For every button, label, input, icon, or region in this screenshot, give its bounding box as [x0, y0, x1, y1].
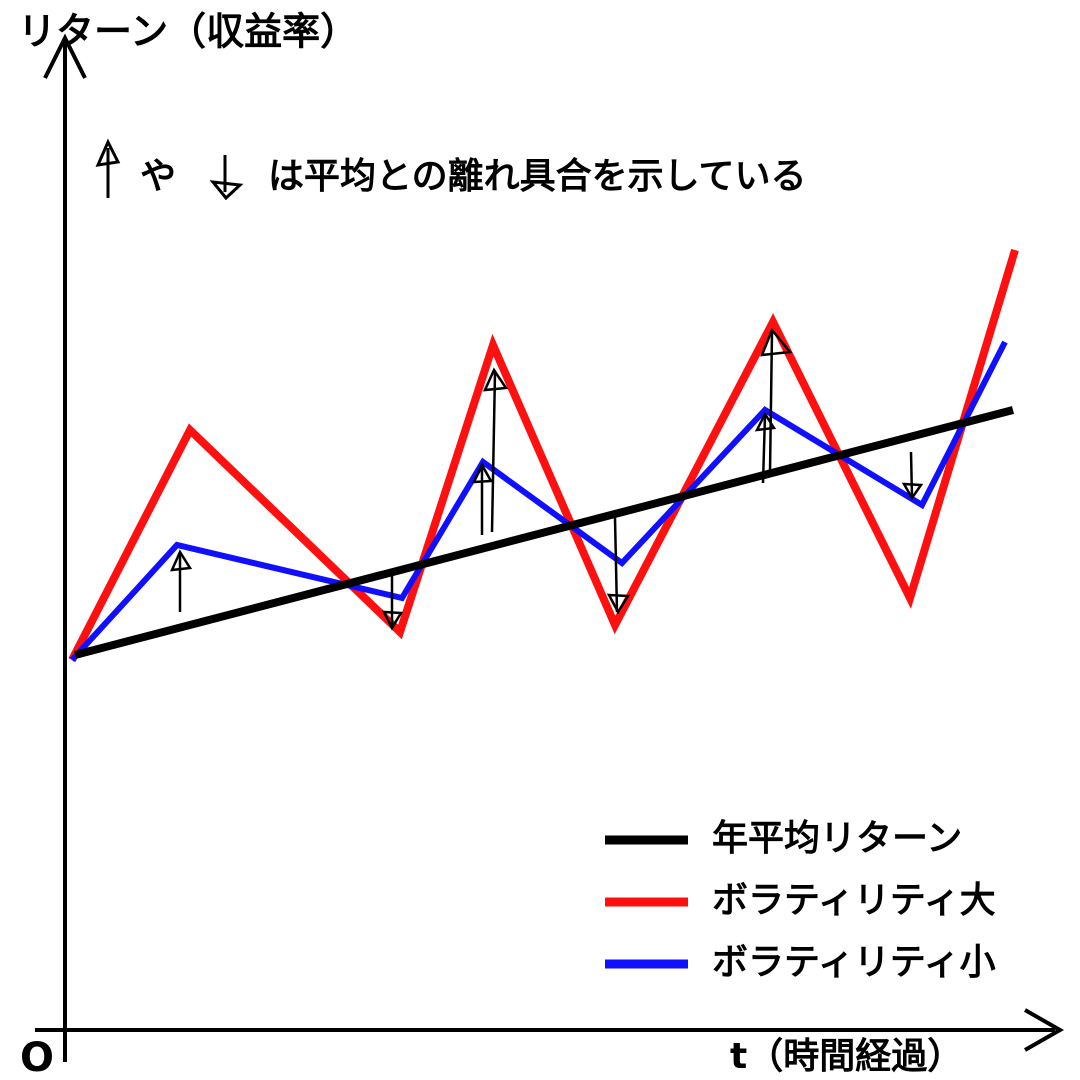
annotation-text: や — [140, 156, 176, 197]
average-return-line — [73, 406, 1015, 659]
deviation-arrows — [169, 327, 924, 631]
high-volatility-line — [68, 248, 1019, 662]
annotation-up-arrow — [95, 138, 121, 198]
low-volatility-line — [69, 340, 1008, 663]
x-axis-arrow — [1024, 1008, 1065, 1052]
annotation-text: は平均との離れ具合を示している — [268, 156, 807, 197]
legend-label: 年平均リターン — [712, 818, 962, 859]
origin-label: O — [20, 1035, 54, 1080]
y-axis-label: リターン（収益率） — [18, 10, 358, 54]
legend-label: ボラティリティ小 — [712, 942, 996, 983]
x-axis-label: t（時間経過） — [730, 1036, 963, 1077]
y-axis-arrow — [43, 33, 87, 79]
annotation-down-arrow — [209, 155, 244, 201]
legend-label: ボラティリティ大 — [712, 880, 996, 921]
